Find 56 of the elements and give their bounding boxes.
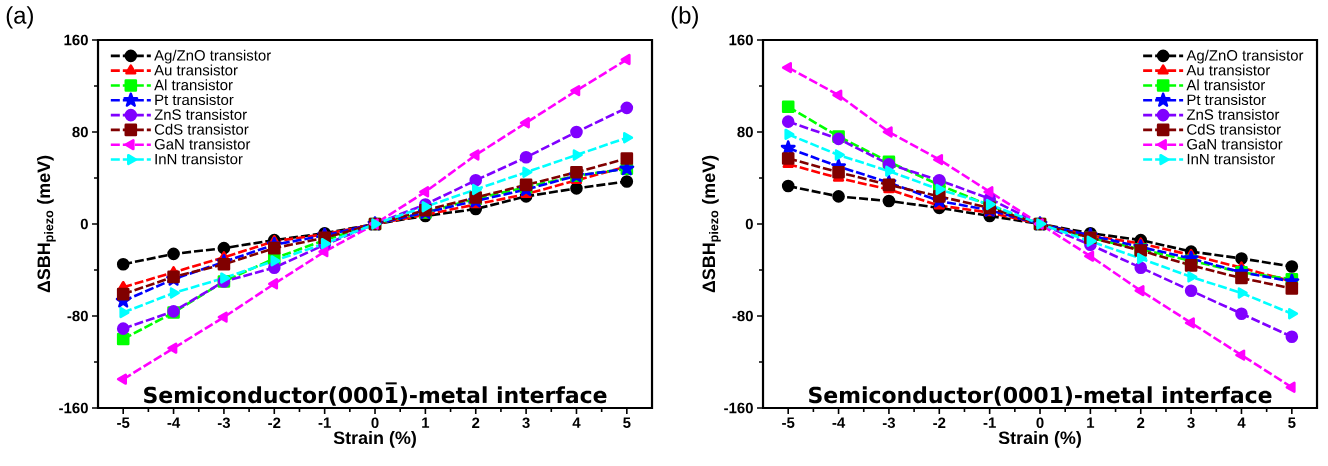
x-tick-label: -5 (782, 417, 795, 428)
y-tick-label: -160 (59, 402, 88, 414)
legend-label: ZnS transistor (154, 108, 247, 120)
x-tick-label: 0 (371, 417, 379, 429)
y-tick-label: -160 (724, 402, 753, 414)
y-tick-label: -80 (67, 310, 88, 322)
x-axis-title: Strain (%) (333, 430, 416, 448)
x-tick-label: 3 (1187, 417, 1195, 429)
x-tick-label: 5 (1288, 417, 1296, 428)
x-tick-label: -3 (217, 417, 231, 429)
y-tick-label: -80 (732, 310, 753, 322)
legend-label: Ag/ZnO transistor (154, 49, 271, 64)
chart-title: (a) (6, 6, 33, 29)
legend-label: CdS transistor (1187, 123, 1281, 135)
legend-label: GaN transistor (154, 138, 251, 150)
legend-label: InN transistor (1187, 153, 1276, 165)
y-tick-label: 160 (729, 34, 753, 46)
x-tick-label: -1 (983, 417, 996, 428)
x-tick-label: 4 (572, 417, 581, 428)
x-axis-title: Strain (%) (998, 430, 1081, 448)
x-tick-label: 2 (472, 417, 480, 428)
legend-label: Al transistor (154, 79, 233, 91)
annotation: Semiconductor(0001)-metal interface (809, 386, 1272, 406)
x-tick-label: 2 (1137, 417, 1145, 428)
legend-label: ZnS transistor (1186, 108, 1280, 120)
y-axis-title: ΔSBH$_{piezo}$ (meV) (701, 155, 721, 293)
x-tick-label: -5 (117, 417, 130, 428)
y-tick-label: 80 (737, 126, 753, 138)
x-tick-label: 1 (422, 417, 430, 428)
legend-label: Al transistor (1186, 79, 1266, 91)
y-tick-label: 80 (72, 126, 88, 138)
legend-label: Pt transistor (155, 94, 234, 106)
legend-label: CdS transistor (154, 123, 249, 135)
x-tick-label: -1 (318, 417, 331, 428)
x-tick-label: -4 (832, 417, 846, 428)
y-tick-label: 0 (80, 218, 88, 230)
x-tick-label: -3 (882, 417, 896, 429)
x-tick-label: -4 (167, 417, 181, 428)
legend-label: Au transistor (154, 64, 238, 76)
legend-label: InN transistor (155, 153, 243, 165)
x-tick-label: -2 (268, 417, 281, 428)
legend-label: Pt transistor (1187, 94, 1266, 106)
y-tick-label: 0 (745, 218, 753, 230)
legend-label: Ag/ZnO transistor (1186, 49, 1304, 64)
x-tick-label: 3 (522, 417, 530, 429)
x-tick-label: 0 (1036, 417, 1044, 429)
y-axis-title: ΔSBH$_{piezo}$ (meV) (36, 155, 56, 293)
chart-title: (b) (671, 6, 698, 29)
x-tick-label: -2 (933, 417, 946, 428)
legend-label: GaN transistor (1187, 138, 1283, 150)
x-tick-label: 1 (1087, 417, 1095, 428)
y-tick-label: 160 (64, 34, 88, 46)
annotation: Semiconductor(0001̅)-metal interface (144, 382, 607, 406)
x-tick-label: 5 (623, 417, 631, 428)
legend-label: Au transistor (1186, 64, 1271, 76)
x-tick-label: 4 (1237, 417, 1246, 428)
